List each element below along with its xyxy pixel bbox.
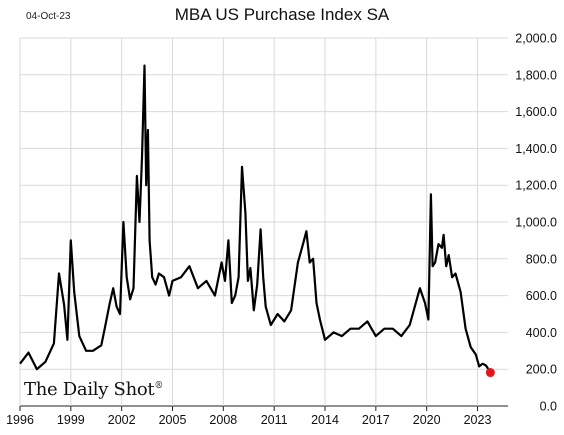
brand-name: The Daily Shot	[24, 379, 155, 400]
date-stamp: 04-Oct-23	[26, 11, 71, 22]
chart-title: MBA US Purchase Index SA	[174, 5, 390, 24]
x-tick-label: 2011	[261, 413, 288, 427]
y-tick-label: 1,000.0	[515, 216, 557, 230]
grid-lines	[19, 37, 508, 407]
y-tick-label: 1,600.0	[515, 105, 557, 119]
y-tick-label: 1,800.0	[515, 68, 557, 82]
y-tick-label: 2,000.0	[515, 32, 557, 46]
x-tick-label: 2014	[311, 413, 339, 427]
x-tick-label: 2002	[108, 413, 136, 427]
x-tick-label: 1996	[6, 413, 34, 427]
x-tick-label: 2017	[362, 413, 390, 427]
brand-registered-mark: ®	[154, 381, 164, 391]
y-tick-label: 1,200.0	[515, 179, 557, 193]
x-tick-label: 2020	[413, 413, 441, 427]
y-tick-label: 800.0	[526, 252, 557, 266]
y-tick-label: 600.0	[526, 289, 557, 303]
y-axis: 0.0 200.0 400.0 600.0 800.0 1,000.0 1,200.0 1,4…	[515, 32, 557, 414]
y-tick-label: 400.0	[526, 326, 557, 340]
y-tick-label: 200.0	[526, 363, 557, 377]
x-tick-label: 2005	[159, 413, 187, 427]
x-axis: 1996 1999 2002 2005 2008 2011 2014 2017 2020 2023	[6, 406, 491, 427]
brand-logo: The Daily Shot®	[24, 379, 163, 400]
x-tick-label: 2023	[464, 413, 492, 427]
x-tick-label: 1999	[57, 413, 85, 427]
y-tick-label: 0.0	[540, 400, 557, 414]
y-tick-label: 1,400.0	[515, 142, 557, 156]
x-tick-label: 2008	[209, 413, 237, 427]
series-line	[19, 64, 492, 374]
last-point-marker	[485, 368, 495, 378]
